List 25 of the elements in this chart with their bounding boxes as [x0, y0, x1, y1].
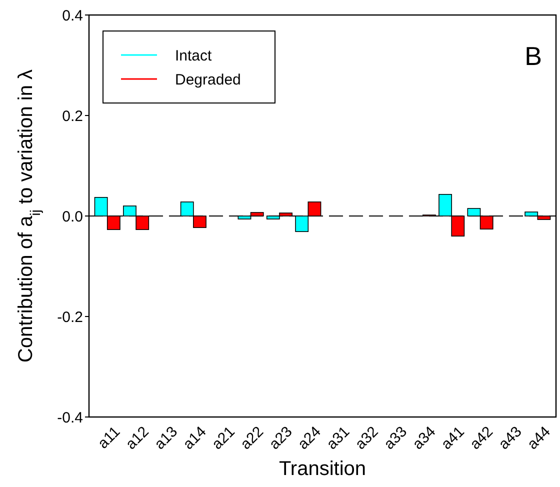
- x-tick-label: a12: [122, 423, 152, 453]
- x-tick-label: a43: [495, 423, 526, 453]
- x-tick-label: a34: [409, 423, 440, 453]
- x-tick-label: a21: [208, 423, 238, 453]
- legend-label: Intact: [175, 47, 213, 64]
- y-tick-label: 0.0: [62, 208, 83, 226]
- y-tick-label: 0.2: [62, 108, 83, 125]
- x-tick-label: a14: [180, 423, 210, 453]
- x-tick-label: a22: [237, 423, 268, 453]
- x-tick-label: a23: [266, 423, 296, 453]
- x-tick-label: a44: [524, 423, 554, 453]
- x-tick-label: a31: [323, 423, 354, 453]
- x-tick-label: a13: [151, 423, 181, 453]
- x-tick-label: a33: [380, 423, 410, 453]
- x-tick-label: a41: [438, 423, 468, 453]
- x-axis-title: Transition: [278, 458, 366, 480]
- x-tick-label: a32: [352, 423, 382, 453]
- y-tick-label: -0.2: [57, 308, 83, 326]
- y-tick-label: -0.4: [57, 409, 83, 426]
- x-tick-label: a42: [466, 423, 497, 453]
- x-tick-label: a11: [94, 423, 124, 452]
- y-tick-label: 0.4: [62, 7, 83, 24]
- annotation: B: [524, 41, 542, 71]
- legend-label: Degraded: [175, 71, 241, 88]
- x-tick-label: a24: [294, 423, 324, 453]
